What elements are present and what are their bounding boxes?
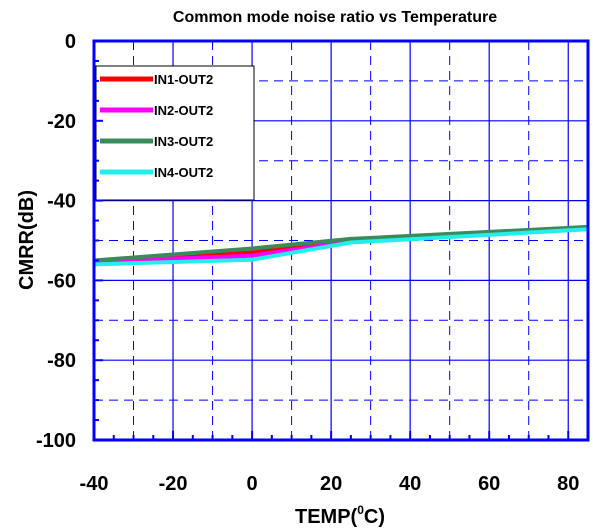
x-tick-label: -20: [159, 473, 188, 495]
x-tick-label: 0: [247, 473, 258, 495]
legend-label-3: IN3-OUT2: [154, 134, 213, 149]
x-tick-label: 80: [557, 473, 579, 495]
series-lines: [93, 224, 589, 267]
series-line-3: [93, 224, 589, 263]
legend-box: [95, 65, 255, 201]
legend-label-2: IN2-OUT2: [154, 103, 213, 118]
y-axis-ticks: 0 -20 -40 -60 -80 -100: [36, 31, 103, 452]
x-axis-label: TEMP(0C): [295, 503, 385, 528]
x-tick-label: 40: [399, 473, 421, 495]
y-tick-label: -40: [47, 191, 76, 213]
y-tick-label: -60: [47, 270, 76, 292]
x-tick-label: 20: [320, 473, 342, 495]
x-axis-label-superscript: 0: [357, 503, 364, 517]
y-tick-label: 0: [65, 31, 76, 53]
x-axis-label-tail: C): [364, 506, 385, 528]
legend: IN1-OUT2 IN2-OUT2 IN3-OUT2 IN4-OUT2: [95, 65, 255, 201]
y-tick-label: -20: [47, 111, 76, 133]
x-axis-ticks: -40 -20 0 20 40 60 80: [80, 431, 589, 495]
x-tick-label: -40: [80, 473, 109, 495]
x-tick-label: 60: [478, 473, 500, 495]
y-axis-label: CMRR(dB): [16, 190, 38, 290]
legend-label-1: IN1-OUT2: [154, 72, 213, 87]
y-tick-label: -80: [47, 350, 76, 372]
series-line-4: [93, 227, 589, 267]
legend-label-4: IN4-OUT2: [154, 165, 213, 180]
x-axis-label-main: TEMP(: [295, 506, 358, 528]
y-tick-label: -100: [36, 430, 76, 452]
chart-title: Common mode noise ratio vs Temperature: [173, 9, 497, 26]
